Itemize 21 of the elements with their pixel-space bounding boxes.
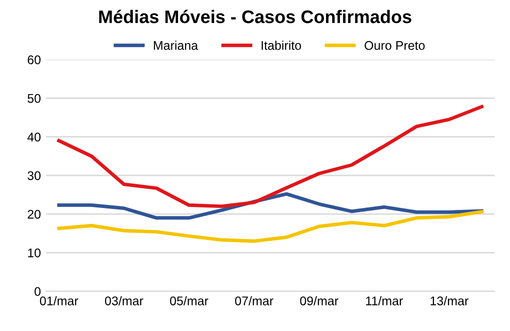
x-tick-label: 11/mar <box>366 296 403 306</box>
y-tick-label: 20 <box>28 210 41 219</box>
legend-label: Itabirito <box>262 40 302 50</box>
y-tick-label: 50 <box>28 94 41 103</box>
y-tick-label: 0 <box>34 287 41 296</box>
x-tick-label: 05/mar <box>170 296 208 306</box>
chart-title: Médias Móveis - Casos Confirmados <box>99 10 412 24</box>
y-tick-label: 10 <box>28 248 41 258</box>
legend-label: Mariana <box>154 40 198 50</box>
y-tick-label: 40 <box>27 132 41 142</box>
x-tick-label: 09/mar <box>300 296 338 306</box>
line-series <box>57 104 484 208</box>
x-tick-label: 13/mar <box>430 296 468 306</box>
line-series <box>57 210 484 243</box>
legend-label: Ouro Preto <box>364 41 425 50</box>
x-tick-label: 07/mar <box>235 296 274 306</box>
y-tick-label: 60 <box>28 55 41 64</box>
y-tick-label: 30 <box>28 171 41 180</box>
x-tick-label: 03/mar <box>104 296 144 306</box>
x-tick-label: 01/mar <box>40 296 78 306</box>
line-series <box>57 192 484 220</box>
